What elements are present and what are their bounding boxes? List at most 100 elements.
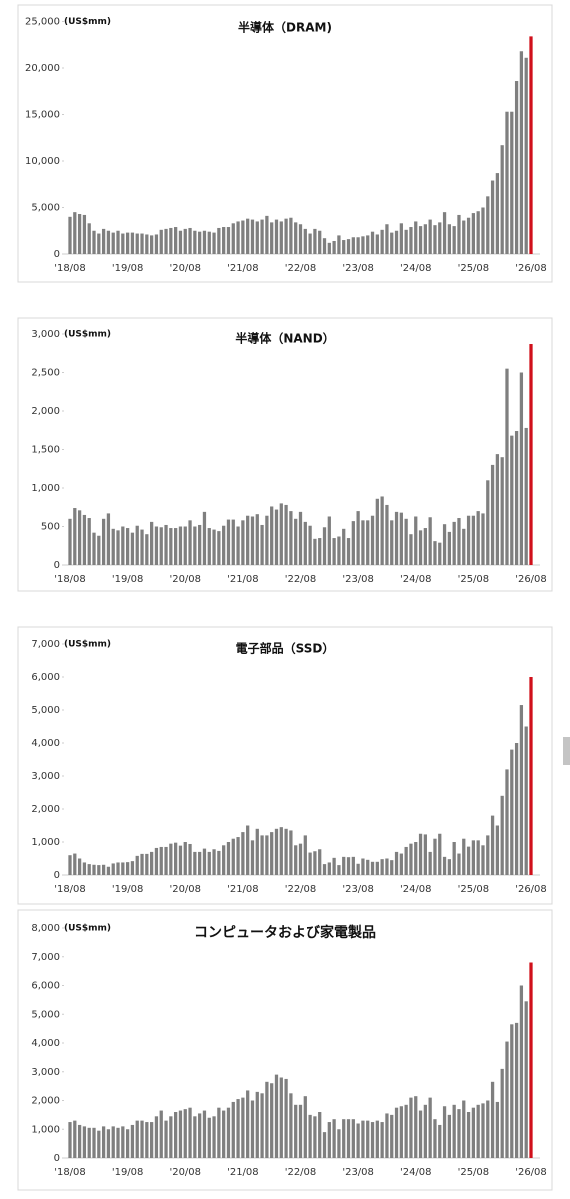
- bar: [231, 519, 235, 565]
- x-tick-label: '22/08: [285, 263, 317, 274]
- bar: [529, 677, 533, 875]
- bar: [294, 845, 298, 875]
- bar: [111, 232, 115, 254]
- y-tick-label: 0: [54, 560, 60, 571]
- bar: [510, 111, 514, 255]
- bar: [423, 528, 427, 565]
- bar: [121, 233, 125, 254]
- bar: [289, 511, 293, 565]
- bar: [519, 705, 524, 875]
- scrollbar[interactable]: [563, 737, 570, 765]
- bar: [116, 530, 120, 565]
- bar: [169, 227, 173, 254]
- bar: [404, 518, 408, 565]
- y-tick-label: 3,000: [31, 771, 60, 782]
- bar: [154, 847, 159, 875]
- x-tick-label: '20/08: [169, 884, 201, 895]
- bar: [270, 1083, 274, 1158]
- bar: [423, 224, 427, 254]
- bar: [337, 235, 341, 254]
- bar: [174, 1112, 178, 1158]
- bar: [145, 853, 149, 875]
- x-tick-label: '24/08: [400, 884, 432, 895]
- bar: [337, 1129, 341, 1158]
- bar: [135, 233, 139, 254]
- y-tick-label: 0: [54, 870, 60, 881]
- bar: [337, 536, 341, 565]
- bar: [154, 526, 159, 565]
- bar: [298, 1104, 303, 1158]
- bar: [68, 518, 72, 565]
- bar: [159, 527, 163, 565]
- bar: [303, 1096, 307, 1158]
- x-tick-label: '25/08: [458, 574, 490, 585]
- bar: [159, 229, 163, 254]
- bar: [279, 221, 283, 254]
- bar: [260, 1093, 264, 1158]
- bar: [111, 528, 115, 565]
- bar: [217, 850, 221, 875]
- bar: [390, 232, 394, 254]
- bar: [438, 1124, 442, 1158]
- bar: [313, 1116, 317, 1158]
- bar: [361, 1120, 365, 1158]
- bar: [140, 233, 144, 254]
- bar: [222, 845, 226, 875]
- bar: [130, 1124, 135, 1158]
- bar: [217, 531, 221, 565]
- y-tick-label: 5,000: [31, 705, 60, 716]
- bar: [231, 223, 235, 254]
- bar: [265, 835, 269, 875]
- bar: [356, 237, 360, 254]
- bar: [308, 1114, 312, 1158]
- bar: [313, 851, 317, 875]
- bar: [404, 846, 408, 875]
- bar: [212, 849, 216, 875]
- bar: [385, 858, 389, 875]
- panel: [17, 4, 553, 283]
- bar: [385, 1113, 389, 1158]
- bar: [476, 840, 480, 875]
- bar: [202, 230, 207, 254]
- bar: [418, 226, 423, 254]
- bar: [370, 231, 375, 254]
- bar: [505, 769, 509, 875]
- bar: [380, 229, 384, 254]
- bar: [457, 518, 461, 565]
- bar: [342, 1119, 346, 1158]
- bar: [471, 213, 476, 254]
- x-tick-label: '21/08: [227, 574, 259, 585]
- chart-title: 半導体（DRAM): [238, 20, 332, 35]
- bar: [274, 219, 279, 254]
- y-tick-label: 0: [54, 249, 60, 260]
- bar: [524, 427, 528, 565]
- bar: [327, 1122, 331, 1158]
- bar: [236, 1099, 240, 1158]
- bar: [414, 221, 418, 254]
- bar: [77, 510, 82, 565]
- x-tick-label: '20/08: [169, 574, 201, 585]
- bar: [418, 1110, 423, 1158]
- bar: [346, 857, 351, 875]
- bar: [322, 1132, 327, 1158]
- bar: [289, 1093, 293, 1158]
- bar: [342, 240, 346, 254]
- bar: [150, 235, 154, 254]
- x-tick-label: '25/08: [458, 263, 490, 274]
- bar: [236, 837, 240, 875]
- x-tick-label: '26/08: [515, 263, 547, 274]
- bar: [77, 214, 82, 254]
- bar: [322, 238, 327, 254]
- bar: [121, 526, 125, 565]
- bar: [466, 515, 471, 565]
- bar: [183, 842, 187, 875]
- bar: [241, 832, 245, 875]
- bar: [164, 1120, 168, 1158]
- bar: [495, 1101, 500, 1158]
- bar: [82, 214, 87, 254]
- bar: [125, 1129, 130, 1158]
- bar: [270, 832, 274, 875]
- bar: [97, 233, 101, 254]
- bar: [303, 228, 307, 254]
- bar: [370, 1122, 375, 1158]
